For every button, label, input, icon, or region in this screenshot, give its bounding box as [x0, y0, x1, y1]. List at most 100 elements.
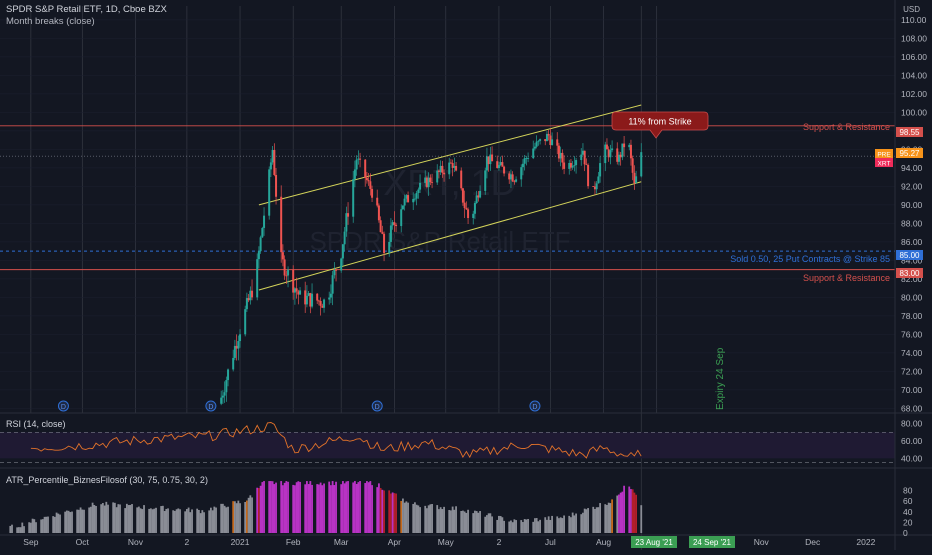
- candle: [443, 169, 446, 182]
- candle: [377, 203, 380, 223]
- candle-body: [424, 177, 427, 183]
- atr-bar: [522, 522, 524, 533]
- atr-bar: [148, 508, 151, 533]
- atr-bar: [208, 510, 211, 533]
- atr-bar: [616, 495, 619, 533]
- candle-body: [448, 162, 451, 175]
- atr-bar: [125, 503, 128, 533]
- candle: [472, 210, 475, 225]
- atr-bar: [395, 493, 397, 533]
- callout[interactable]: 11% from Strike: [611, 111, 709, 139]
- candle: [631, 155, 634, 181]
- atr-bar: [53, 516, 56, 533]
- atr-title[interactable]: ATR_Percentile_BiznesFilosof (30, 75, 0.…: [6, 475, 208, 485]
- atr-bar: [40, 519, 43, 533]
- svg-text:XRT: XRT: [878, 161, 891, 168]
- candle-body: [539, 139, 542, 141]
- atr-bar: [45, 516, 48, 533]
- candle-body: [460, 170, 463, 189]
- candle-body: [355, 159, 358, 170]
- candle-body: [525, 158, 528, 159]
- candle-body: [585, 164, 588, 166]
- candle-body: [599, 163, 602, 177]
- atr-bar: [611, 499, 613, 533]
- candle-body: [307, 293, 310, 296]
- atr-bar: [199, 513, 202, 533]
- candle: [451, 159, 454, 177]
- x-tick-label: Jul: [545, 537, 556, 547]
- candle: [319, 297, 322, 316]
- candle: [599, 156, 602, 183]
- atr-bar: [69, 512, 72, 533]
- atr-bar: [381, 489, 384, 533]
- atr-tick-label: 80: [903, 486, 913, 496]
- dividend-circle: [371, 400, 383, 412]
- atr-bar: [28, 522, 31, 533]
- x-highlight-expiry: 24 Sep '21: [689, 536, 735, 548]
- candle-body: [497, 165, 500, 169]
- atr-bar: [414, 502, 416, 533]
- atr-bar: [19, 527, 22, 533]
- candle-body: [268, 169, 271, 216]
- candle-body: [503, 166, 506, 174]
- candle-body: [521, 163, 524, 168]
- x-tick-label: 2022: [856, 537, 875, 547]
- atr-bar: [513, 519, 516, 533]
- candle-body: [417, 189, 420, 194]
- candle: [389, 218, 392, 247]
- atr-bar: [131, 504, 133, 533]
- y-tick-label: 90.00: [901, 200, 923, 210]
- candle-body: [259, 237, 262, 252]
- atr-bar: [173, 510, 176, 533]
- candle: [597, 171, 600, 184]
- rsi-title[interactable]: RSI (14, close): [6, 419, 66, 429]
- indicator-title[interactable]: Month breaks (close): [6, 16, 95, 27]
- candle-body: [487, 156, 490, 165]
- candle: [245, 292, 248, 313]
- candle: [496, 155, 499, 169]
- atr-bar: [107, 504, 109, 533]
- atr-bar: [606, 504, 608, 533]
- atr-bar: [31, 518, 34, 533]
- atr-bar: [153, 508, 156, 533]
- candle: [557, 142, 560, 162]
- candle-body: [573, 165, 576, 166]
- candle: [271, 146, 274, 165]
- candle: [479, 185, 482, 199]
- y-tick-label: 94.00: [901, 163, 923, 173]
- candle-body: [520, 167, 523, 180]
- candle-body: [559, 152, 562, 159]
- atr-bar: [532, 521, 535, 533]
- candle-body: [439, 165, 442, 173]
- candle: [533, 142, 536, 151]
- candle: [436, 164, 439, 185]
- candle-body: [607, 149, 610, 158]
- atr-tick-label: 0: [903, 528, 908, 538]
- candle-body: [419, 182, 422, 190]
- atr-pane[interactable]: [9, 481, 643, 533]
- candle-body: [633, 172, 636, 184]
- atr-bar: [304, 484, 307, 533]
- candle: [513, 179, 516, 185]
- atr-bar: [282, 485, 284, 533]
- symbol-title[interactable]: SPDR S&P Retail ETF, 1D, Cboe BZX: [6, 4, 168, 15]
- candle-body: [496, 161, 499, 169]
- atr-bar: [33, 519, 36, 533]
- candle: [515, 176, 518, 183]
- atr-bar: [551, 515, 553, 533]
- rsi-pane[interactable]: [0, 422, 895, 464]
- atr-bar: [479, 511, 481, 533]
- price-label-strike: 85.00: [896, 250, 923, 260]
- atr-bar: [179, 509, 181, 533]
- candle-body: [477, 195, 480, 198]
- atr-bar: [225, 507, 228, 533]
- x-tick-label: Oct: [76, 537, 90, 547]
- candle-body: [479, 190, 482, 198]
- candle-body: [247, 298, 250, 301]
- candle-body: [256, 259, 259, 298]
- candle-body: [367, 180, 370, 182]
- atr-bar: [546, 519, 548, 533]
- candle-body: [249, 290, 252, 301]
